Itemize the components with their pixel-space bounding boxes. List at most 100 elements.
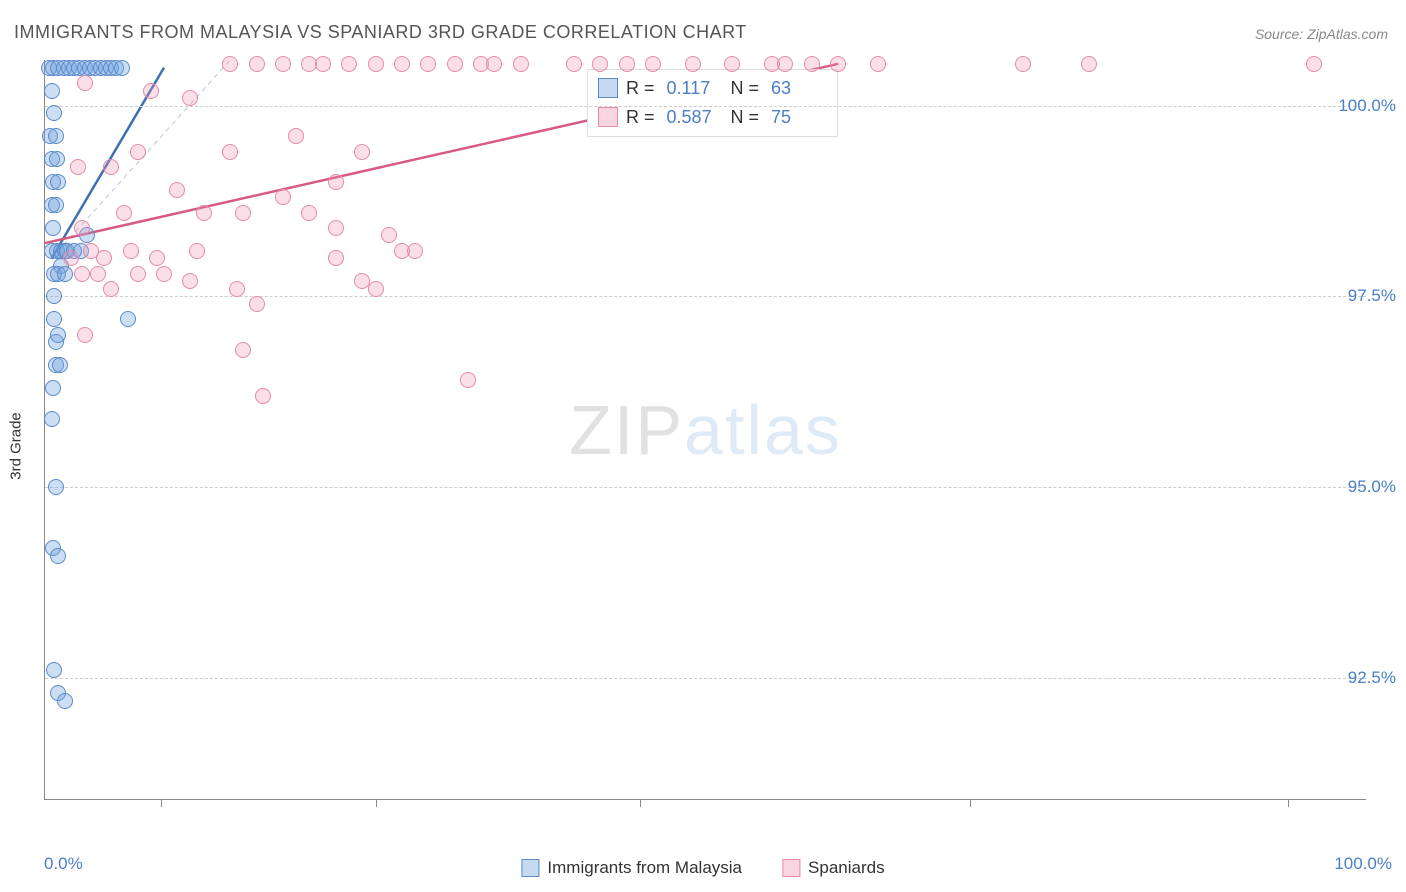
x-tick [161,799,162,807]
data-point-p [255,388,271,404]
data-point-p [394,56,410,72]
data-point-p [130,266,146,282]
data-point-p [460,372,476,388]
data-point-p [645,56,661,72]
data-point-p [341,56,357,72]
data-point-p [222,56,238,72]
y-tick-label: 92.5% [1348,668,1396,688]
data-point-b [46,288,62,304]
legend-label-blue: Immigrants from Malaysia [547,858,742,878]
data-point-p [777,56,793,72]
data-point-p [130,144,146,160]
legend-item-blue: Immigrants from Malaysia [521,858,742,878]
n-value: 75 [771,103,827,132]
data-point-p [77,75,93,91]
data-point-p [149,250,165,266]
data-point-p [77,327,93,343]
data-point-b [57,266,73,282]
data-point-p [1306,56,1322,72]
data-point-b [48,479,64,495]
data-point-p [222,144,238,160]
gridline-h [45,106,1366,107]
data-point-p [249,296,265,312]
data-point-b [49,151,65,167]
legend-swatch-pink [782,859,800,877]
data-point-p [103,281,119,297]
r-label: R = [626,103,655,132]
legend-swatch [598,78,618,98]
gridline-h [45,678,1366,679]
data-point-p [315,56,331,72]
y-tick-label: 100.0% [1338,96,1396,116]
data-point-b [46,662,62,678]
data-point-p [1015,56,1031,72]
data-point-p [328,174,344,190]
data-point-b [114,60,130,76]
x-axis-min-label: 0.0% [44,854,83,874]
data-point-p [513,56,529,72]
y-tick-label: 97.5% [1348,286,1396,306]
x-axis-max-label: 100.0% [1334,854,1392,874]
data-point-p [830,56,846,72]
data-point-p [189,243,205,259]
data-point-p [724,56,740,72]
trend-lines-layer [45,60,1366,799]
scatter-plot-area: ZIPatlas R =0.117N =63R =0.587N =75 [44,60,1366,800]
data-point-b [46,311,62,327]
n-label: N = [731,74,760,103]
data-point-p [70,159,86,175]
data-point-p [182,90,198,106]
data-point-p [249,56,265,72]
data-point-p [328,220,344,236]
x-tick [970,799,971,807]
data-point-b [57,693,73,709]
legend-item-pink: Spaniards [782,858,885,878]
data-point-b [120,311,136,327]
data-point-p [229,281,245,297]
data-point-p [486,56,502,72]
data-point-p [63,250,79,266]
data-point-p [301,205,317,221]
data-point-b [44,411,60,427]
data-point-p [275,56,291,72]
data-point-p [804,56,820,72]
data-point-p [381,227,397,243]
data-point-p [368,281,384,297]
data-point-b [45,380,61,396]
data-point-p [123,243,139,259]
y-tick-label: 95.0% [1348,477,1396,497]
data-point-p [619,56,635,72]
data-point-p [394,243,410,259]
data-point-p [566,56,582,72]
data-point-p [196,205,212,221]
r-label: R = [626,74,655,103]
legend-stat-row: R =0.117N =63 [598,74,827,103]
legend-label-pink: Spaniards [808,858,885,878]
data-point-b [50,327,66,343]
source-attribution: Source: ZipAtlas.com [1255,26,1388,42]
data-point-p [235,342,251,358]
x-tick [376,799,377,807]
data-point-p [74,266,90,282]
data-point-b [44,83,60,99]
data-point-p [328,250,344,266]
chart-title: IMMIGRANTS FROM MALAYSIA VS SPANIARD 3RD… [14,22,747,43]
data-point-p [235,205,251,221]
data-point-p [870,56,886,72]
n-value: 63 [771,74,827,103]
legend-stat-row: R =0.587N =75 [598,103,827,132]
data-point-p [143,83,159,99]
gridline-h [45,487,1366,488]
data-point-p [368,56,384,72]
data-point-p [354,144,370,160]
data-point-p [156,266,172,282]
data-point-p [447,56,463,72]
r-value: 0.587 [667,103,723,132]
series-legend: Immigrants from Malaysia Spaniards [521,858,884,878]
data-point-p [182,273,198,289]
gridline-h [45,296,1366,297]
data-point-p [288,128,304,144]
data-point-p [116,205,132,221]
correlation-legend: R =0.117N =63R =0.587N =75 [587,69,838,137]
data-point-p [90,266,106,282]
